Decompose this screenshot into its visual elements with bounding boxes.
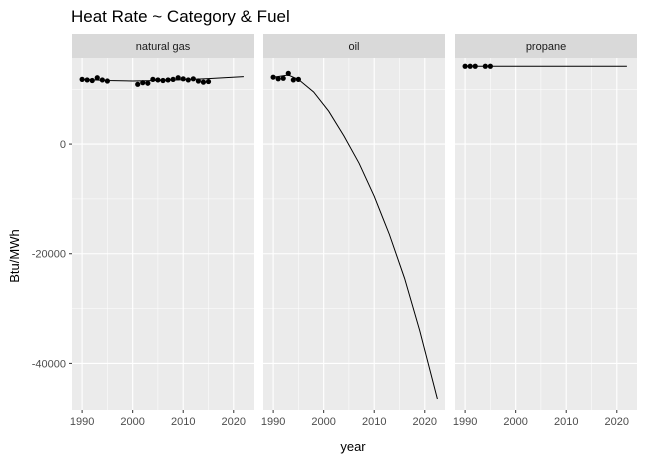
x-tick-label: 2010 [171,416,195,428]
data-point [180,76,186,82]
facet-panel-natural-gas: natural gas 1990 2000 2010 2020 [70,34,254,428]
data-point [285,70,291,76]
data-point [290,77,296,83]
data-point [487,63,493,69]
data-point [270,74,276,80]
x-tick-label: 2010 [362,416,386,428]
data-point [89,77,95,84]
data-point [94,75,100,81]
data-point [104,78,110,84]
y-tick-label: -20000 [32,249,66,261]
x-tick-label: 2000 [311,416,335,428]
x-tick-label: 2020 [413,416,437,428]
x-axis-title: year [340,439,366,454]
y-axis-title: Btu/MWh [7,229,22,282]
facet-panel-oil: oil 1990 2000 2010 2020 [261,34,445,428]
data-point [165,77,171,83]
facet-strip-label: natural gas [136,41,191,53]
data-point [482,63,488,69]
y-tick-label: -40000 [32,358,66,370]
x-tick-label: 1990 [453,416,477,428]
facet-strip-label: propane [526,41,566,53]
x-tick-label: 2020 [605,416,629,428]
panel-background [72,58,254,410]
facet-strip [72,34,254,58]
x-tick-label: 1990 [261,416,285,428]
data-point [150,76,156,82]
data-point [275,76,281,82]
facet-panels: natural gas 1990 2000 2010 2020 oil 1990 2000 20… [70,34,637,428]
panel-background [455,58,637,410]
data-point [200,79,207,85]
data-point [135,81,141,87]
data-point [140,80,146,86]
data-point [170,76,176,82]
panel-background [263,58,445,410]
facet-strip [263,34,445,58]
data-point [160,77,166,84]
data-point [472,63,478,69]
data-point [99,77,105,83]
data-point [84,77,90,83]
x-tick-label: 2000 [120,416,144,428]
data-point [462,63,468,69]
data-point [295,76,301,82]
y-axis: 0 -20000 -40000 [32,139,72,370]
data-point [155,77,161,83]
data-point [195,78,201,84]
facet-strip-label: oil [348,41,359,53]
data-point [467,63,473,69]
x-tick-label: 2010 [554,416,578,428]
data-point [175,75,181,81]
x-tick-label: 2020 [222,416,246,428]
data-point [79,76,85,82]
facet-strip [455,34,637,58]
x-tick-label: 2000 [503,416,527,428]
chart-title: Heat Rate ~ Category & Fuel [71,7,290,26]
data-point [205,78,212,85]
x-tick-label: 1990 [70,416,94,428]
data-point [185,77,191,83]
data-point [145,80,151,86]
y-tick-label: 0 [60,139,66,151]
data-point [280,75,286,81]
data-point [190,76,196,82]
facet-panel-propane: propane 1990 2000 2010 2020 [453,34,637,428]
